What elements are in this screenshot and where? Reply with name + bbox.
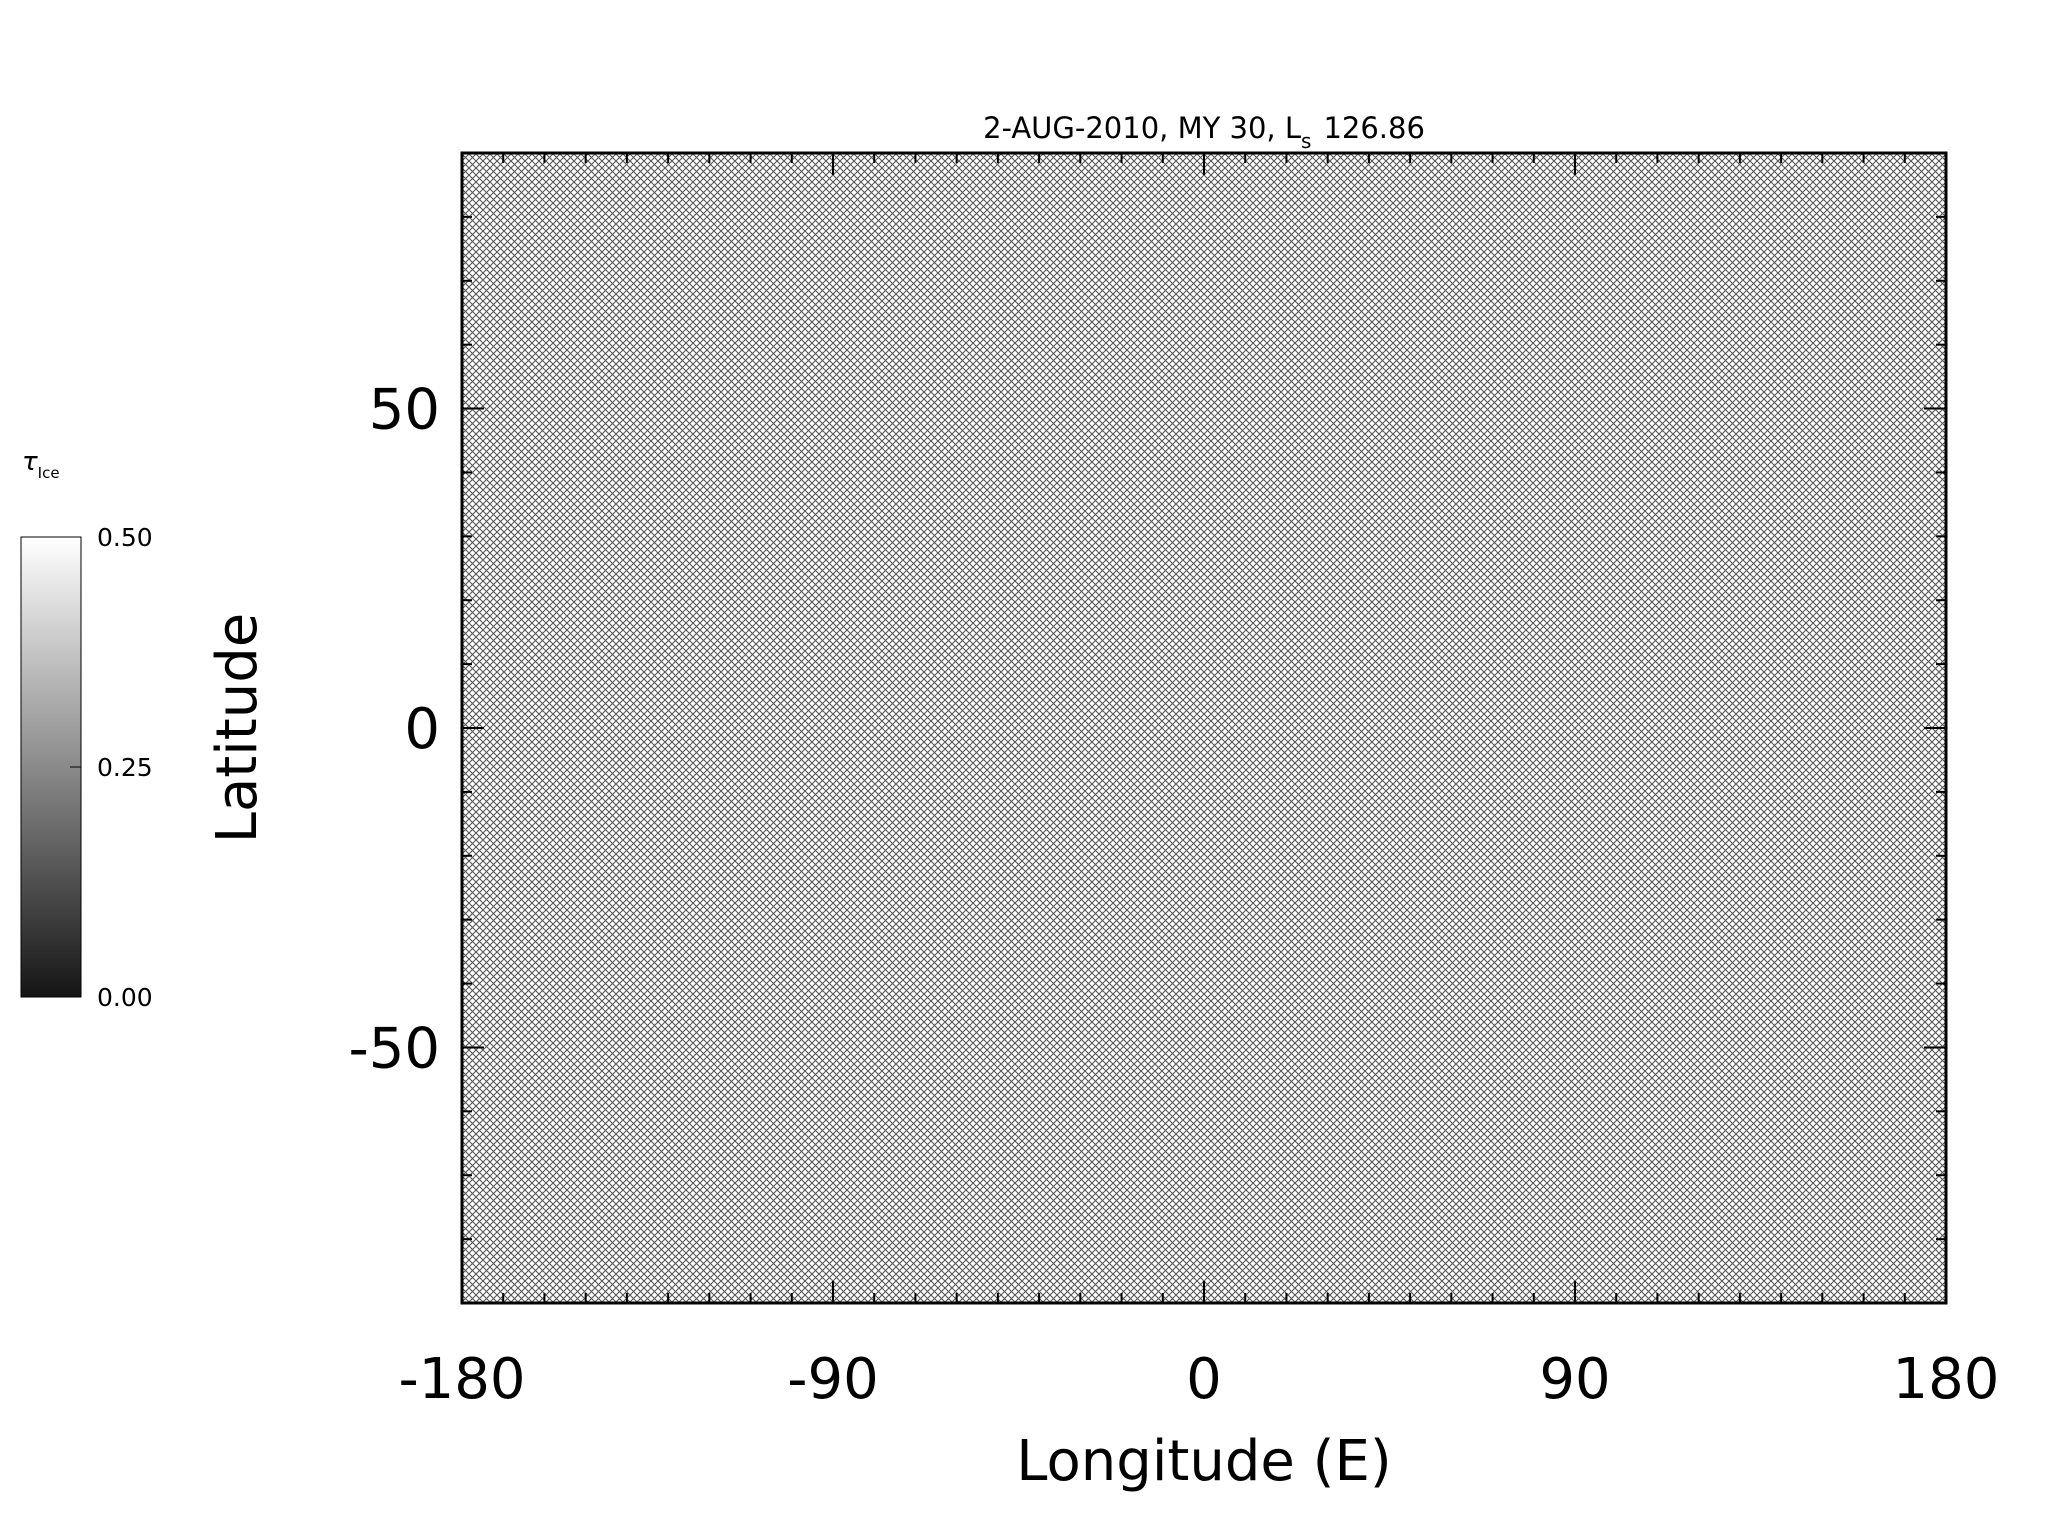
colorbar-tick-label: 0.00 bbox=[97, 983, 153, 1012]
x-tick-label: 90 bbox=[1539, 1347, 1610, 1412]
colorbar-tick-label: 0.50 bbox=[97, 523, 153, 552]
title-subscript: s bbox=[1301, 129, 1311, 153]
colorbar-label: τIce bbox=[22, 447, 60, 482]
chart-title: 2-AUG-2010, MY 30, Ls 126.86 bbox=[983, 111, 1425, 153]
x-tick-label: 0 bbox=[1186, 1347, 1222, 1412]
x-axis-label: Longitude (E) bbox=[1016, 1429, 1391, 1494]
y-tick-label: 0 bbox=[404, 697, 440, 762]
x-tick-label: -180 bbox=[398, 1347, 525, 1412]
colorbar-subscript: Ice bbox=[38, 464, 60, 482]
colorbar-symbol: τ bbox=[22, 447, 38, 477]
x-tick-label: 180 bbox=[1893, 1347, 2000, 1412]
y-tick-label: -50 bbox=[349, 1016, 440, 1081]
title-text: 2-AUG-2010, MY 30, L bbox=[983, 111, 1301, 145]
title-value: 126.86 bbox=[1323, 111, 1424, 145]
colorbar-tick-label: 0.25 bbox=[97, 753, 153, 782]
missing-data-area bbox=[462, 153, 1946, 1303]
y-axis-label: Latitude bbox=[205, 613, 270, 843]
y-tick-label: 50 bbox=[369, 378, 440, 443]
x-tick-label: -90 bbox=[787, 1347, 878, 1412]
